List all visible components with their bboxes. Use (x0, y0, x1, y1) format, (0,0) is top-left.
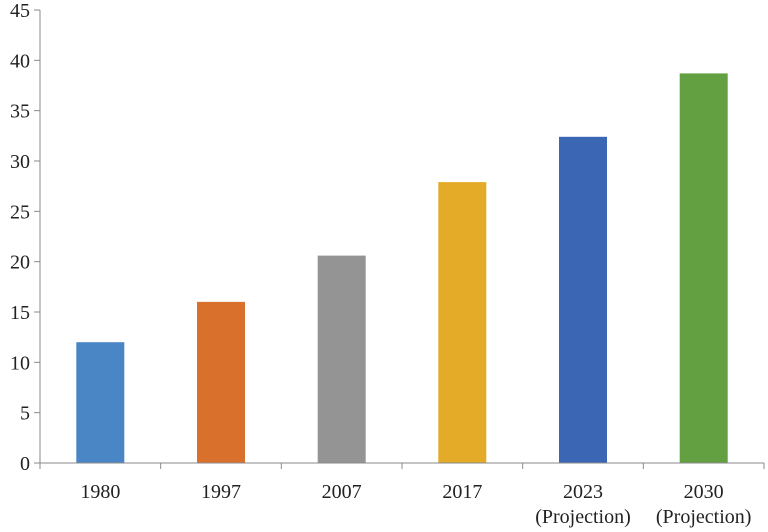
y-tick-label: 0 (20, 453, 30, 475)
bar-1997 (197, 301, 245, 463)
y-tick-label: 30 (10, 151, 30, 173)
y-tick-label: 20 (10, 252, 30, 274)
y-axis: 0 5 10 15 20 25 30 35 40 45 (10, 0, 41, 475)
y-tick-label: 45 (10, 0, 30, 22)
x-tick-sublabel: (Projection) (535, 506, 631, 528)
x-axis: 1980 1997 2007 2017 2023 (Projection) 2030 (Pro… (39, 462, 765, 528)
x-tick-label: 2030 (684, 481, 724, 503)
x-tick-label: 2007 (322, 481, 362, 503)
y-tick-label: 25 (10, 201, 30, 223)
bar-2007 (317, 255, 366, 463)
x-tick-label: 1980 (80, 481, 120, 503)
bar-2017 (438, 182, 487, 463)
y-tick-label: 15 (10, 302, 30, 324)
y-tick-label: 40 (10, 50, 30, 72)
x-tick-sublabel: (Projection) (656, 506, 752, 528)
bar-1980 (76, 342, 125, 463)
bars-group (76, 73, 728, 464)
bar-2023 (559, 136, 607, 464)
y-tick-label: 5 (20, 403, 30, 425)
x-tick-label: 1997 (201, 481, 241, 503)
bar-2030 (679, 73, 728, 464)
y-tick-label: 10 (10, 352, 30, 374)
y-tick-label: 35 (10, 101, 30, 123)
x-tick-label: 2023 (563, 481, 603, 503)
x-tick-label: 2017 (442, 481, 482, 503)
